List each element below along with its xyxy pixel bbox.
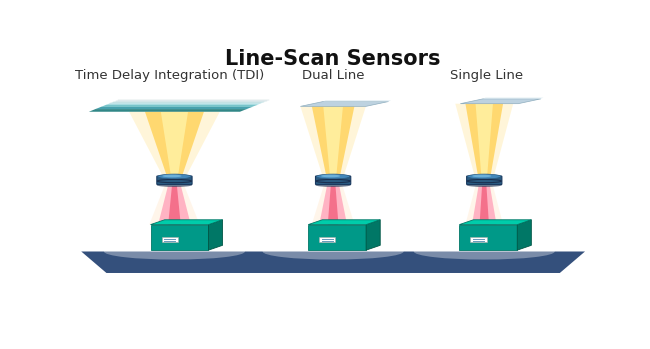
Ellipse shape — [158, 174, 191, 179]
Polygon shape — [312, 186, 354, 225]
Polygon shape — [476, 104, 493, 174]
Ellipse shape — [467, 174, 501, 179]
Text: Single Line: Single Line — [450, 69, 523, 82]
Polygon shape — [312, 106, 354, 174]
Polygon shape — [129, 112, 220, 174]
Polygon shape — [472, 186, 497, 225]
Polygon shape — [113, 101, 266, 102]
Polygon shape — [81, 252, 585, 273]
Bar — [319, 237, 335, 243]
Polygon shape — [158, 186, 191, 225]
Polygon shape — [209, 220, 222, 250]
Polygon shape — [460, 220, 531, 225]
Polygon shape — [89, 109, 246, 112]
Text: Line-Scan Sensors: Line-Scan Sensors — [226, 49, 441, 69]
Polygon shape — [308, 220, 380, 225]
Polygon shape — [460, 225, 517, 250]
Ellipse shape — [467, 183, 502, 187]
Polygon shape — [323, 100, 391, 102]
Ellipse shape — [315, 183, 351, 187]
Ellipse shape — [157, 183, 192, 187]
Polygon shape — [101, 105, 257, 107]
Polygon shape — [110, 102, 264, 103]
Polygon shape — [328, 186, 339, 225]
Polygon shape — [465, 186, 503, 225]
Polygon shape — [308, 225, 366, 250]
Ellipse shape — [263, 244, 404, 260]
Ellipse shape — [472, 174, 491, 177]
Polygon shape — [323, 106, 343, 174]
FancyBboxPatch shape — [467, 176, 502, 185]
FancyBboxPatch shape — [315, 176, 351, 185]
Text: Time Delay Integration (TDI): Time Delay Integration (TDI) — [75, 69, 264, 82]
Polygon shape — [517, 220, 531, 250]
Polygon shape — [151, 225, 209, 250]
FancyBboxPatch shape — [157, 176, 192, 185]
Polygon shape — [366, 220, 380, 250]
Polygon shape — [300, 102, 389, 106]
Polygon shape — [161, 112, 188, 174]
Polygon shape — [465, 104, 503, 174]
Polygon shape — [300, 106, 366, 174]
Polygon shape — [480, 186, 489, 225]
Polygon shape — [105, 103, 261, 105]
Text: Dual Line: Dual Line — [302, 69, 365, 82]
Ellipse shape — [321, 174, 340, 177]
Ellipse shape — [317, 174, 350, 179]
Polygon shape — [455, 104, 514, 174]
Polygon shape — [118, 99, 272, 100]
Bar — [162, 237, 177, 243]
Bar — [471, 237, 486, 243]
Polygon shape — [168, 186, 181, 225]
Ellipse shape — [162, 174, 181, 177]
Polygon shape — [460, 99, 541, 104]
Polygon shape — [150, 186, 200, 225]
Polygon shape — [96, 107, 252, 109]
Ellipse shape — [104, 244, 245, 260]
Polygon shape — [145, 112, 204, 174]
Ellipse shape — [414, 244, 554, 260]
Polygon shape — [483, 97, 543, 99]
Polygon shape — [319, 186, 347, 225]
Polygon shape — [116, 100, 270, 101]
Polygon shape — [151, 220, 222, 225]
